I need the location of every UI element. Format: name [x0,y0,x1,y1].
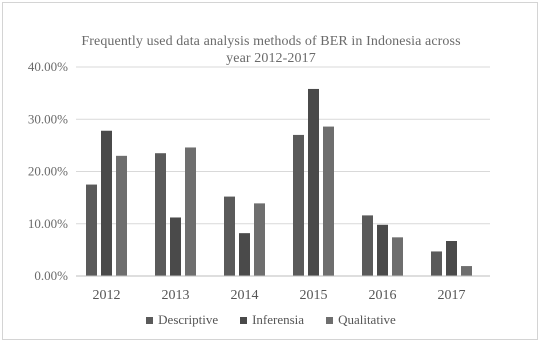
bar-descriptive-2015 [293,134,304,276]
y-tick-label: 40.00% [28,59,68,74]
y-tick-label: 30.00% [28,111,68,126]
legend-label-inferensia: Inferensia [252,312,305,327]
bar-inferensia-2017 [446,240,457,276]
legend-item-descriptive: Descriptive [146,312,218,328]
legend-label-descriptive: Descriptive [158,312,219,327]
legend-item-qualitative: Qualitative [326,312,396,328]
bar-descriptive-2013 [155,153,166,276]
legend: Descriptive Inferensia Qualitative [0,312,542,328]
x-tick-label: 2017 [438,288,466,303]
y-tick-label: 10.00% [28,216,68,231]
bar-inferensia-2012 [101,130,112,276]
bar-inferensia-2014 [239,233,250,276]
chart-title-line-1: Frequently used data analysis methods of… [81,34,461,49]
bar-qualitative-2014 [254,203,265,276]
legend-swatch-qualitative [326,316,334,324]
bar-descriptive-2016 [362,215,373,276]
bar-qualitative-2017 [461,266,472,276]
bar-descriptive-2012 [86,184,97,276]
bar-qualitative-2016 [392,237,403,276]
bar-qualitative-2015 [323,126,334,276]
bar-inferensia-2015 [308,88,319,276]
chart-title-line-2: year 2012-2017 [226,51,316,66]
legend-label-qualitative: Qualitative [338,312,396,327]
x-tick-label: 2012 [93,288,121,303]
bar-descriptive-2014 [224,196,235,276]
x-tick-label: 2013 [162,288,190,303]
x-tick-label: 2016 [369,288,397,303]
y-tick-label: 0.00% [34,268,68,283]
bar-inferensia-2016 [377,224,388,276]
legend-item-inferensia: Inferensia [240,312,304,328]
bar-inferensia-2013 [170,217,181,276]
x-tick-label: 2014 [231,288,259,303]
bar-qualitative-2013 [185,147,196,276]
y-tick-label: 20.00% [28,164,68,179]
bar-qualitative-2012 [116,155,127,276]
bar-descriptive-2017 [431,251,442,276]
x-tick-label: 2015 [300,288,328,303]
legend-swatch-inferensia [240,316,248,324]
legend-swatch-descriptive [146,316,154,324]
